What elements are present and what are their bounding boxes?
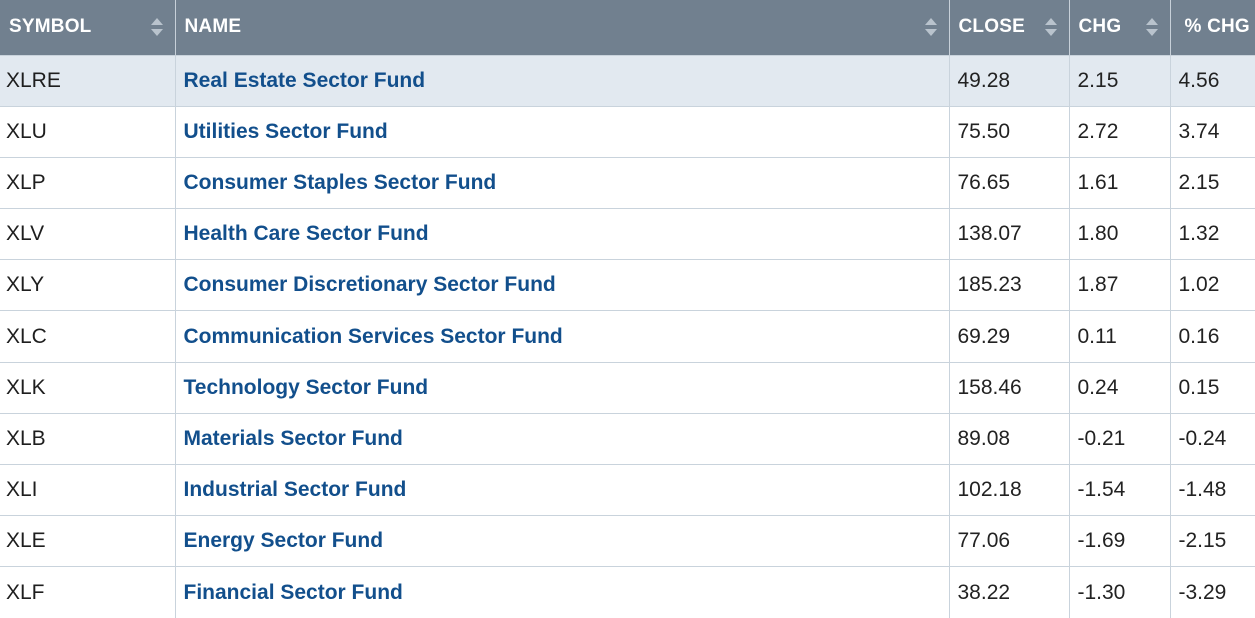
symbol-cell: XLY (0, 259, 176, 311)
pct-chg-cell: 0.15 (1170, 361, 1255, 414)
name-cell: Consumer Discretionary Sector Fund (175, 259, 950, 311)
chg-cell: -1.54 (1069, 463, 1171, 516)
chg-cell: 0.24 (1069, 361, 1171, 414)
chg-cell: 2.72 (1069, 105, 1171, 158)
close-cell: 185.23 (949, 259, 1070, 311)
name-cell: Materials Sector Fund (175, 412, 950, 465)
name-cell: Technology Sector Fund (175, 361, 950, 414)
fund-name-link[interactable]: Materials Sector Fund (183, 426, 403, 450)
column-header-close[interactable]: CLOSE (949, 0, 1070, 55)
pct-chg-cell: 0.16 (1170, 310, 1255, 363)
fund-name-link[interactable]: Energy Sector Fund (183, 529, 384, 553)
chg-cell: 0.11 (1069, 310, 1171, 363)
sort-icon[interactable] (150, 18, 163, 37)
pct-chg-cell: 2.15 (1170, 156, 1255, 209)
table-row: XLB Materials Sector Fund 89.08 -0.21 -0… (0, 412, 1255, 465)
name-cell: Energy Sector Fund (175, 515, 950, 567)
table-row: XLV Health Care Sector Fund 138.07 1.80 … (0, 208, 1255, 260)
fund-name-link[interactable]: Industrial Sector Fund (183, 478, 407, 502)
chg-cell: 1.61 (1069, 156, 1171, 209)
close-cell: 138.07 (949, 208, 1070, 260)
pct-chg-cell: -2.15 (1170, 515, 1255, 567)
column-header-label: SYMBOL (9, 16, 92, 38)
close-cell: 75.50 (949, 105, 1070, 158)
close-cell: 76.65 (949, 156, 1070, 209)
close-cell: 158.46 (949, 361, 1070, 414)
symbol-cell: XLI (0, 463, 176, 516)
chg-cell: 1.80 (1069, 208, 1171, 260)
close-cell: 69.29 (949, 310, 1070, 363)
name-cell: Industrial Sector Fund (175, 463, 950, 516)
chg-cell: -1.69 (1069, 515, 1171, 567)
name-cell: Consumer Staples Sector Fund (175, 156, 950, 209)
close-cell: 89.08 (949, 412, 1070, 465)
chg-cell: -1.30 (1069, 566, 1171, 618)
symbol-cell: XLF (0, 566, 176, 618)
close-cell: 49.28 (949, 54, 1070, 107)
pct-chg-cell: 1.02 (1170, 259, 1255, 311)
symbol-cell: XLU (0, 105, 176, 158)
chg-cell: 1.87 (1069, 259, 1171, 311)
sort-icon[interactable] (1145, 18, 1158, 37)
name-cell: Utilities Sector Fund (175, 105, 950, 158)
fund-name-link[interactable]: Health Care Sector Fund (183, 222, 429, 246)
name-cell: Financial Sector Fund (175, 566, 950, 618)
fund-name-link[interactable]: Utilities Sector Fund (183, 119, 388, 143)
table-row: XLC Communication Services Sector Fund 6… (0, 310, 1255, 363)
column-header-name[interactable]: NAME (175, 0, 950, 55)
header-row: SYMBOL NAME CLOSE CHG % CHG (0, 0, 1255, 55)
fund-name-link[interactable]: Consumer Staples Sector Fund (183, 170, 497, 194)
pct-chg-cell: -1.48 (1170, 463, 1255, 516)
close-cell: 77.06 (949, 515, 1070, 567)
pct-chg-cell: 3.74 (1170, 105, 1255, 158)
sort-icon[interactable] (924, 18, 937, 37)
pct-chg-cell: -0.24 (1170, 412, 1255, 465)
name-cell: Health Care Sector Fund (175, 208, 950, 260)
table-row: XLRE Real Estate Sector Fund 49.28 2.15 … (0, 54, 1255, 107)
pct-chg-cell: 1.32 (1170, 208, 1255, 260)
table-body: XLRE Real Estate Sector Fund 49.28 2.15 … (0, 54, 1255, 618)
table-row: XLE Energy Sector Fund 77.06 -1.69 -2.15 (0, 515, 1255, 567)
fund-name-link[interactable]: Communication Services Sector Fund (183, 324, 563, 348)
fund-name-link[interactable]: Real Estate Sector Fund (183, 68, 426, 92)
table-row: XLK Technology Sector Fund 158.46 0.24 0… (0, 361, 1255, 414)
symbol-cell: XLK (0, 361, 176, 414)
chg-cell: -0.21 (1069, 412, 1171, 465)
sort-icon[interactable] (1044, 18, 1057, 37)
name-cell: Communication Services Sector Fund (175, 310, 950, 363)
close-cell: 38.22 (949, 566, 1070, 618)
symbol-cell: XLC (0, 310, 176, 363)
symbol-cell: XLP (0, 156, 176, 209)
column-header-pct-chg[interactable]: % CHG (1170, 0, 1255, 55)
close-cell: 102.18 (949, 463, 1070, 516)
column-header-symbol[interactable]: SYMBOL (0, 0, 176, 55)
table-header: SYMBOL NAME CLOSE CHG % CHG (0, 0, 1255, 55)
column-header-label: CHG (1078, 16, 1122, 38)
column-header-label: NAME (184, 16, 242, 38)
table-row: XLF Financial Sector Fund 38.22 -1.30 -3… (0, 566, 1255, 618)
chg-cell: 2.15 (1069, 54, 1171, 107)
table-row: XLI Industrial Sector Fund 102.18 -1.54 … (0, 463, 1255, 516)
pct-chg-cell: 4.56 (1170, 54, 1255, 107)
symbol-cell: XLRE (0, 54, 176, 107)
table-row: XLU Utilities Sector Fund 75.50 2.72 3.7… (0, 105, 1255, 158)
pct-chg-cell: -3.29 (1170, 566, 1255, 618)
fund-name-link[interactable]: Financial Sector Fund (183, 580, 403, 604)
symbol-cell: XLB (0, 412, 176, 465)
column-header-chg[interactable]: CHG (1069, 0, 1171, 55)
symbol-cell: XLV (0, 208, 176, 260)
column-header-label: CLOSE (958, 16, 1025, 38)
fund-name-link[interactable]: Consumer Discretionary Sector Fund (183, 273, 556, 297)
column-header-label: % CHG (1184, 16, 1250, 38)
fund-name-link[interactable]: Technology Sector Fund (183, 375, 429, 399)
symbol-cell: XLE (0, 515, 176, 567)
table-row: XLP Consumer Staples Sector Fund 76.65 1… (0, 156, 1255, 209)
table-row: XLY Consumer Discretionary Sector Fund 1… (0, 259, 1255, 311)
name-cell: Real Estate Sector Fund (175, 54, 950, 107)
